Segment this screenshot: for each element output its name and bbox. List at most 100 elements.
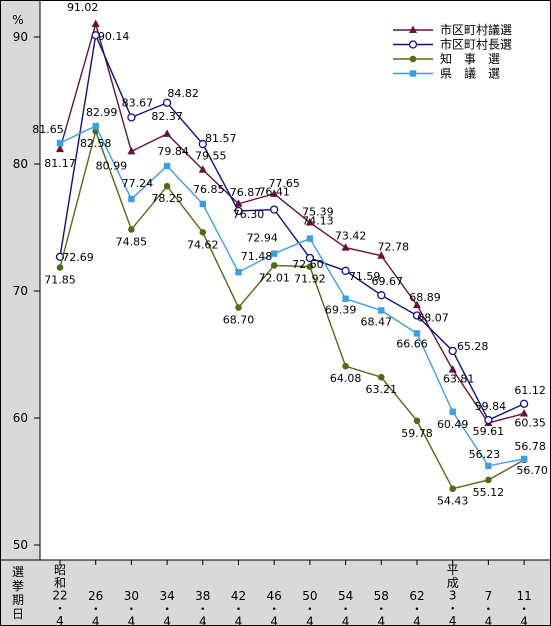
x-month-label: 4 [163,615,171,626]
data-label: 59.84 [475,400,507,413]
data-point-circle [91,31,100,40]
y-tick-label: 90 [13,30,28,44]
x-separator: ・ [125,602,137,616]
x-year-label: 26 [88,589,103,603]
data-point-square [342,295,349,302]
data-label: 75.39 [302,206,334,219]
data-label: 66.66 [396,337,428,350]
x-year-label: 42 [231,589,246,603]
x-year-label: 54 [338,589,353,603]
legend-marker [409,70,417,77]
data-point-square [56,139,64,147]
x-separator: ・ [268,602,280,616]
data-point-dot [342,362,349,370]
x-separator: ・ [90,602,102,616]
data-label: 59.78 [401,427,433,440]
x-month-label: 4 [413,615,421,626]
data-label: 76.85 [193,183,225,196]
data-point-dot [306,263,314,270]
data-label: 91.02 [67,1,99,14]
data-label: 61.12 [514,384,546,397]
data-label: 76.41 [258,186,290,199]
y-tick-group: 90 80 70 60 50 [13,30,40,552]
data-label: 71.48 [241,250,273,263]
data-point-triangle [520,409,529,417]
x-separator: ・ [482,602,494,616]
data-label: 74.85 [116,235,148,248]
data-label: 71.59 [349,270,381,283]
x-month-label: 4 [520,615,528,626]
data-point-triangle [163,129,172,137]
x-year-label: 58 [374,589,389,603]
data-point-square [128,195,135,203]
x-year-label: 11 [516,589,531,603]
y-tick-label: 50 [13,538,28,552]
data-point-dot [378,373,385,381]
data-point-square [449,408,456,415]
data-label: 73.42 [335,230,367,243]
data-label: 60.35 [514,417,546,430]
data-point-circle [305,253,315,263]
data-point-triangle [198,165,207,173]
x-title-char: 挙 [12,579,24,593]
data-point-circle [484,415,493,425]
data-point-circle [519,399,529,408]
data-point-triangle [91,19,100,28]
data-label: 82.58 [80,137,112,150]
data-point-circle [412,311,422,320]
data-point-square [271,250,278,257]
x-separator: ・ [447,601,459,615]
data-label: 60.49 [437,418,469,431]
x-year-label: 46 [267,589,282,603]
x-era-label: 成 [447,576,459,590]
x-month-label: 4 [270,615,278,626]
data-label: 64.08 [330,372,362,385]
legend-marker [409,55,417,63]
data-point-dot [128,226,135,233]
x-separator: ・ [161,602,173,616]
data-label: 72.60 [292,258,324,271]
x-separator: ・ [340,602,352,616]
series-line [59,128,525,490]
data-label: 76.30 [233,208,265,221]
data-label: 71.92 [294,273,326,286]
data-point-dot [270,262,278,269]
data-label: 69.67 [372,275,404,288]
x-year-label: 62 [409,589,424,603]
data-label: 77.24 [122,177,154,190]
data-point-triangle [341,243,350,251]
data-point-square [235,269,242,276]
x-separator: ・ [375,602,387,616]
x-separator: ・ [232,602,244,616]
legend-label: 市区町村長選 [440,37,512,52]
x-separator: ・ [197,602,209,616]
series-line [59,21,525,424]
y-tick-label: 80 [13,157,28,171]
data-point-triangle [377,251,386,259]
data-label: 76.87 [230,186,262,199]
x-year-label: 22 [52,589,67,603]
data-point-circle [341,266,350,275]
x-month-label: 4 [306,615,314,626]
x-month-label: 4 [235,615,243,626]
data-point-triangle [448,365,457,373]
data-label: 74.62 [187,238,219,251]
series-line [59,125,525,467]
x-month-label: 4 [342,615,350,626]
data-label: 72.78 [378,241,410,254]
data-point-square [413,330,421,337]
x-separator: ・ [411,602,423,616]
data-point-square [485,462,492,470]
y-tick-label: 70 [13,284,28,298]
x-year-label: 34 [159,589,174,603]
legend-label: 知 事 選 [440,52,500,66]
data-label: 82.37 [151,110,183,123]
bottom-axis-panel [0,560,551,626]
y-tick-label: 60 [13,411,28,425]
data-point-dot [235,304,242,311]
data-point-circle [127,113,136,122]
data-label: 63.21 [366,383,398,396]
data-label: 79.84 [157,145,189,158]
